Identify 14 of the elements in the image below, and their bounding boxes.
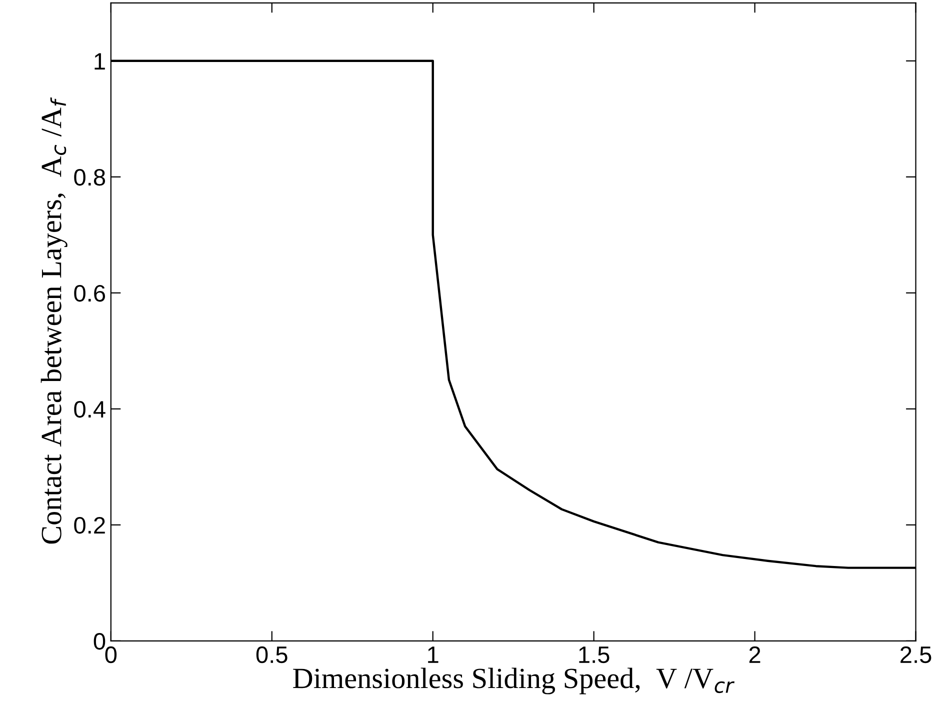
y-axis-title: Contact Area between Layers, A$_{c}$ /A$_{f}$	[40, 97, 68, 544]
y-tick-label: 0.6	[74, 284, 106, 302]
y-tick-label: 1	[94, 53, 105, 70]
x-tick-label: 2.5	[900, 646, 932, 664]
x-tick-label: 0.5	[256, 646, 288, 664]
y-tick-label: 0.8	[74, 168, 106, 186]
x-tick-label: 1.5	[579, 646, 610, 664]
x-tick-label: 0	[105, 646, 117, 664]
y-tick-label: 0	[94, 632, 106, 650]
x-tick-label: 2	[749, 646, 760, 663]
y-tick-label: 0.4	[74, 400, 106, 418]
x-tick-label: 1	[428, 646, 438, 663]
x-axis-title: Dimensionless Sliding Speed, V /V$_{cr}$	[293, 668, 735, 694]
y-tick-label: 0.2	[74, 516, 105, 534]
